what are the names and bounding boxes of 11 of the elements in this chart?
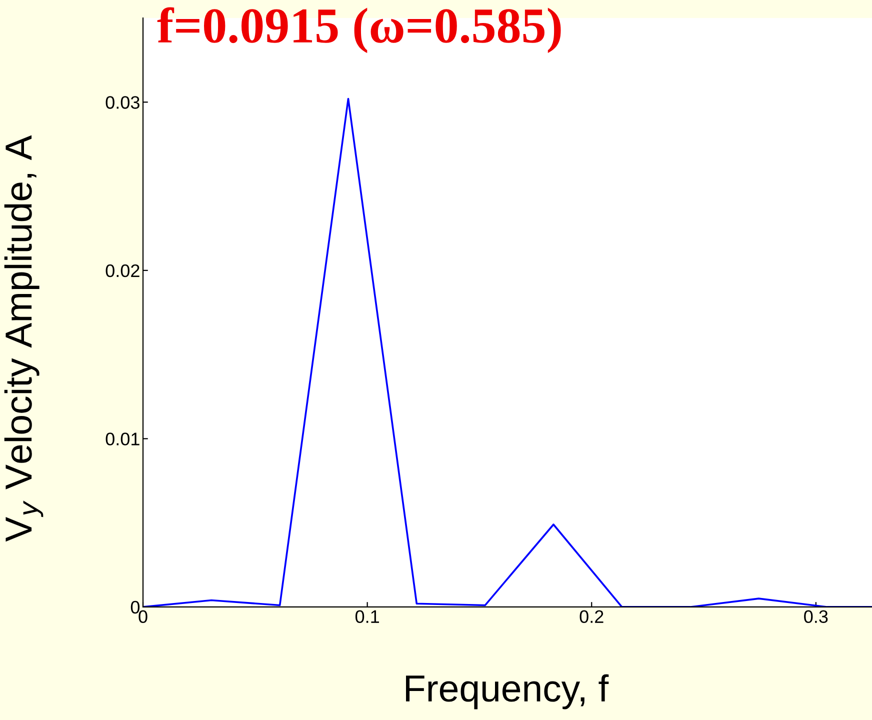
- x-tick-label: 0: [138, 610, 148, 623]
- y-tick-label: 0.02: [106, 264, 140, 278]
- y-tick-label: 0: [130, 600, 140, 614]
- chart-title: f=0.0915 (ω=0.585): [157, 7, 561, 54]
- x-tick-label: 0.1: [355, 610, 379, 623]
- x-tick-label: 0.3: [804, 610, 828, 623]
- x-axis-title: Frequency, f: [406, 674, 609, 710]
- y-tick-label: 0.03: [106, 96, 140, 109]
- y-tick-label: 0.01: [106, 432, 140, 446]
- x-tick-label: 0.2: [580, 610, 604, 623]
- y-axis-title: V$_{y}$ Velocity Amplitude, A: [4, 135, 44, 542]
